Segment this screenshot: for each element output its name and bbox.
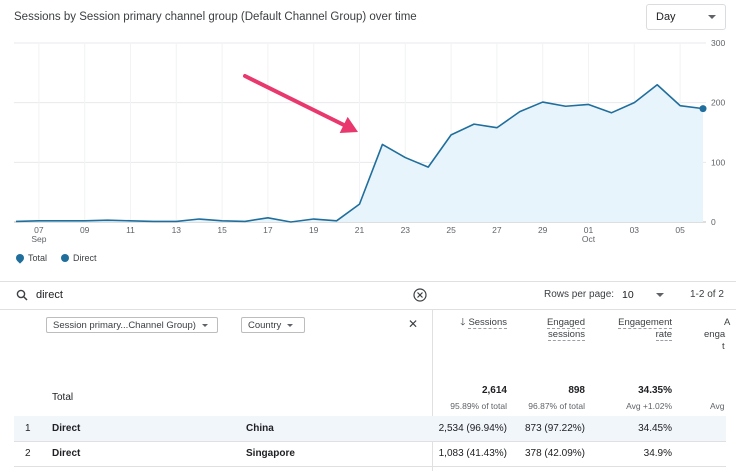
column-label: sessions [548, 329, 585, 341]
row-sessions: 1,083 (41.43%) [438, 448, 507, 459]
x-tick-label: 19 [309, 225, 319, 235]
row-channel: Direct [52, 423, 81, 434]
row-engaged: 378 (42.09%) [524, 448, 585, 459]
legend-total-label: Total [28, 253, 48, 263]
row-divider [14, 466, 726, 467]
totals-engaged: 898 [568, 385, 585, 396]
totals-engaged-share: 96.87% of total [528, 401, 585, 411]
annotation-arrow-shaft [243, 74, 346, 127]
sort-desc-icon: 🡓 [460, 317, 466, 328]
column-label: Engaged [546, 317, 585, 329]
dot-icon [61, 254, 70, 262]
granularity-value: Day [656, 11, 676, 23]
x-tick-label: 07 [34, 225, 44, 235]
legend-total[interactable]: Total [14, 252, 48, 264]
column-label: Engagement [618, 317, 672, 329]
column-header-truncated[interactable]: A enga t [704, 317, 736, 353]
pagination-range: 1-2 of 2 [690, 289, 724, 300]
totals-rate: 34.35% [638, 385, 672, 396]
secondary-dimension-label: Country [248, 319, 282, 331]
totals-sessions: 2,614 [481, 385, 507, 396]
column-header-engagement-rate[interactable]: Engagement rate [608, 317, 672, 341]
x-tick-label: 21 [355, 225, 365, 235]
x-tick-label: 09 [80, 225, 90, 235]
column-label: A [724, 317, 731, 328]
x-tick-label: 29 [538, 225, 548, 235]
chart-title: Sessions by Session primary channel grou… [14, 11, 417, 23]
divider [0, 309, 736, 310]
series-area-direct [16, 84, 703, 222]
x-tick-sublabel: Sep [31, 234, 46, 244]
primary-dimension-label: Session primary...Channel Group) [53, 319, 196, 331]
totals-truncated: Avg [710, 401, 725, 411]
secondary-dimension-select[interactable]: Country [241, 317, 305, 333]
dropdown-caret-icon [287, 323, 294, 327]
dropdown-caret-icon [656, 293, 664, 297]
y-tick-label: 0 [711, 217, 716, 227]
y-tick-label: 100 [711, 157, 725, 167]
rows-per-page-value: 10 [622, 289, 634, 301]
x-tick-label: 23 [401, 225, 411, 235]
table-row[interactable]: 1 Direct China 2,534 (96.94%) 873 (97.22… [14, 416, 726, 441]
rows-per-page-select[interactable]: 10 [622, 289, 664, 301]
row-channel: Direct [52, 448, 81, 459]
table-row[interactable]: 2 Direct Singapore 1,083 (41.43%) 378 (4… [14, 441, 726, 466]
legend-direct[interactable]: Direct [61, 253, 97, 263]
row-country: Singapore [246, 448, 295, 459]
column-label: Sessions [468, 317, 507, 329]
x-tick-sublabel: Oct [582, 234, 596, 244]
column-label: t [722, 341, 725, 352]
table-toolbar: Rows per page: 10 1-2 of 2 [0, 281, 736, 309]
x-tick-label: 05 [675, 225, 685, 235]
annotation-arrow-head [339, 116, 358, 133]
row-country: China [246, 423, 274, 434]
x-tick-label: 15 [217, 225, 227, 235]
row-index: 1 [25, 423, 31, 434]
search-input[interactable] [36, 287, 406, 303]
row-rate: 34.45% [638, 423, 672, 434]
dropdown-caret-icon [201, 323, 208, 327]
x-tick-label: 17 [263, 225, 273, 235]
primary-dimension-select[interactable]: Session primary...Channel Group) [46, 317, 218, 333]
row-divider [14, 441, 726, 442]
totals-sessions-share: 95.89% of total [450, 401, 507, 411]
x-tick-label: 11 [126, 225, 135, 235]
search-icon [16, 289, 28, 301]
y-tick-label: 300 [711, 38, 725, 48]
legend-direct-label: Direct [73, 253, 97, 263]
remove-dimension-icon[interactable]: ✕ [408, 317, 419, 331]
x-tick-label: 25 [446, 225, 456, 235]
column-header-engaged-sessions[interactable]: Engaged sessions [528, 317, 585, 341]
column-header-sessions[interactable]: 🡓 Sessions [450, 317, 507, 329]
y-tick-label: 200 [711, 98, 725, 108]
chart-legend: Total Direct [14, 252, 97, 264]
divider [0, 281, 736, 282]
x-tick-label: 13 [172, 225, 182, 235]
granularity-select[interactable]: Day [646, 4, 726, 30]
pin-icon [14, 252, 26, 264]
row-engaged: 873 (97.22%) [524, 423, 585, 434]
column-label: rate [655, 329, 672, 341]
x-tick-label: 01 [584, 225, 594, 235]
row-rate: 34.9% [643, 448, 672, 459]
rows-per-page-label: Rows per page: [544, 289, 615, 300]
dropdown-caret-icon [708, 15, 716, 19]
series-end-point [699, 105, 707, 113]
x-tick-label: 27 [492, 225, 502, 235]
x-tick-label: 03 [630, 225, 640, 235]
series-line-direct [15, 83, 704, 223]
clear-search-icon[interactable] [413, 288, 427, 302]
totals-rate-delta: Avg +1.02% [626, 401, 672, 411]
column-label: enga [704, 329, 726, 340]
totals-label: Total [52, 392, 74, 403]
row-sessions: 2,534 (96.94%) [438, 423, 507, 434]
column-divider [432, 309, 433, 471]
row-index: 2 [25, 448, 31, 459]
